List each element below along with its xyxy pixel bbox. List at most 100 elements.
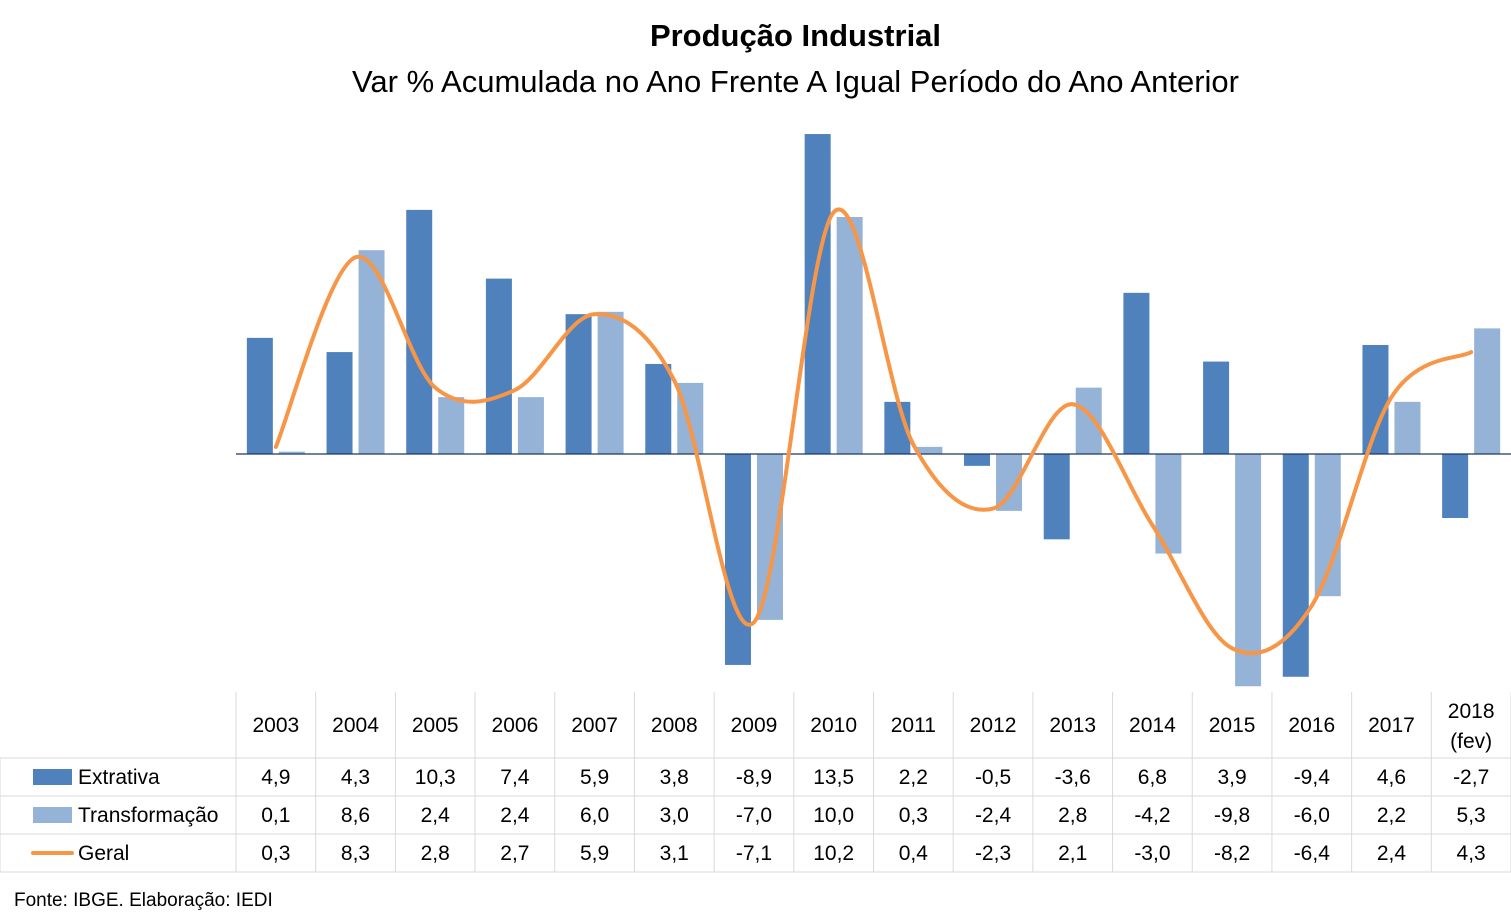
- data-label-transformacao: -6,0: [1294, 804, 1330, 827]
- bar-transformacao-2009: [756, 454, 783, 620]
- data-label-geral: 4,3: [1457, 842, 1486, 865]
- data-label-geral: 5,9: [580, 842, 609, 865]
- data-label-transformacao: 8,6: [341, 804, 370, 827]
- bar-transformacao-2005: [438, 397, 465, 454]
- x-tick-label: 2012: [970, 714, 1017, 737]
- point-geral-2011: [912, 444, 914, 446]
- bar-transformacao-2015: [1235, 454, 1262, 687]
- data-label-transformacao: 10,0: [813, 804, 854, 827]
- data-label-geral: -8,2: [1214, 842, 1250, 865]
- data-label-geral: 3,1: [660, 842, 689, 865]
- point-geral-2018: [1470, 351, 1472, 353]
- x-tick-label: 2009: [731, 714, 778, 737]
- x-tick-label-line: 2018: [1448, 700, 1495, 723]
- point-geral-2009: [753, 621, 755, 623]
- data-label-extrativa: 4,9: [261, 766, 290, 789]
- data-label-geral: 0,4: [899, 842, 929, 865]
- bar-extrativa-2013: [1043, 454, 1070, 540]
- point-geral-2014: [1151, 524, 1153, 526]
- data-label-extrativa: -3,6: [1055, 766, 1091, 789]
- bar-transformacao-2003: [278, 451, 305, 454]
- bar-extrativa-2004: [326, 352, 353, 454]
- x-tick-label: 2006: [492, 714, 539, 737]
- x-tick-label: 2016: [1288, 714, 1335, 737]
- point-geral-2007: [594, 313, 596, 315]
- data-label-geral: -7,1: [736, 842, 772, 865]
- point-geral-2006: [514, 389, 516, 391]
- data-label-geral: -2,3: [975, 842, 1011, 865]
- legend-label-transformacao: Transformação: [78, 804, 218, 827]
- x-tick-label: 2007: [571, 714, 618, 737]
- x-tick-label: 2011: [891, 714, 936, 737]
- data-label-extrativa: -8,9: [736, 766, 772, 789]
- bar-transformacao-2007: [597, 311, 624, 454]
- x-tick-label: 2008: [651, 714, 698, 737]
- point-geral-2005: [434, 387, 436, 389]
- bar-extrativa-2008: [645, 363, 672, 454]
- data-label-extrativa: 3,9: [1217, 766, 1246, 789]
- chart-subtitle: Var % Acumulada no Ano Frente A Igual Pe…: [352, 64, 1239, 99]
- x-tick-label: 2015: [1209, 714, 1256, 737]
- bar-extrativa-2007: [565, 314, 592, 454]
- data-label-extrativa: -2,7: [1453, 766, 1489, 789]
- x-tick-label: 2005: [412, 714, 459, 737]
- data-label-extrativa: 10,3: [415, 766, 456, 789]
- x-tick-label: 2014: [1129, 714, 1176, 737]
- data-label-transformacao: -2,4: [975, 804, 1012, 827]
- data-label-geral: 2,1: [1058, 842, 1087, 865]
- x-tick-label: 2003: [252, 714, 299, 737]
- data-label-geral: 10,2: [813, 842, 854, 865]
- bar-extrativa-2018: [1442, 454, 1469, 518]
- data-label-geral: 0,3: [261, 842, 290, 865]
- bar-extrativa-2017: [1362, 344, 1389, 454]
- x-tick-label: 2004: [332, 714, 379, 737]
- bar-transformacao-2013: [1075, 387, 1102, 454]
- data-label-transformacao: 2,4: [421, 804, 451, 827]
- point-geral-2003: [275, 446, 277, 448]
- data-label-transformacao: 2,2: [1377, 804, 1406, 827]
- legend-label-extrativa: Extrativa: [78, 766, 160, 789]
- bar-extrativa-2012: [964, 454, 991, 466]
- bar-extrativa-2010: [804, 134, 831, 455]
- data-label-extrativa: 4,3: [341, 766, 370, 789]
- data-label-transformacao: -4,2: [1134, 804, 1170, 827]
- point-geral-2017: [1390, 396, 1392, 398]
- bar-extrativa-2016: [1282, 454, 1309, 677]
- bar-extrativa-2005: [406, 209, 433, 454]
- data-label-extrativa: -9,4: [1294, 766, 1331, 789]
- data-label-transformacao: -7,0: [736, 804, 772, 827]
- bar-transformacao-2006: [517, 397, 544, 454]
- data-label-transformacao: -9,8: [1214, 804, 1250, 827]
- legend-key-transformacao: [33, 807, 72, 823]
- bar-transformacao-2018: [1474, 328, 1501, 454]
- data-label-extrativa: 4,6: [1377, 766, 1406, 789]
- x-tick-label: 2010: [810, 714, 857, 737]
- point-geral-2008: [673, 380, 675, 382]
- data-label-geral: 2,7: [500, 842, 529, 865]
- bar-extrativa-2015: [1203, 361, 1230, 454]
- point-geral-2012: [992, 508, 994, 510]
- bar-extrativa-2003: [246, 337, 273, 454]
- bar-extrativa-2014: [1123, 292, 1150, 454]
- data-label-transformacao: 5,3: [1457, 804, 1486, 827]
- plot-area: [236, 134, 1511, 687]
- point-geral-2016: [1311, 605, 1313, 607]
- data-label-geral: 8,3: [341, 842, 370, 865]
- data-label-transformacao: 2,8: [1058, 804, 1087, 827]
- x-tick-label-line: (fev): [1450, 730, 1492, 753]
- data-label-transformacao: 2,4: [500, 804, 530, 827]
- data-label-geral: 2,4: [1377, 842, 1407, 865]
- data-label-transformacao: 3,0: [660, 804, 689, 827]
- bar-transformacao-2004: [358, 250, 385, 454]
- point-geral-2015: [1231, 647, 1233, 649]
- legend-label-geral: Geral: [78, 842, 129, 865]
- line-geral: [273, 207, 1474, 656]
- data-label-extrativa: 3,8: [660, 766, 689, 789]
- legend-key-extrativa: [33, 769, 72, 785]
- x-tick-label: 2013: [1049, 714, 1096, 737]
- data-label-geral: 2,8: [421, 842, 450, 865]
- data-label-geral: -3,0: [1134, 842, 1170, 865]
- data-label-extrativa: 13,5: [813, 766, 854, 789]
- data-table: 2003 2004 2005 2006 2007 2008 2009 2010 2011 2012…: [0, 692, 1511, 873]
